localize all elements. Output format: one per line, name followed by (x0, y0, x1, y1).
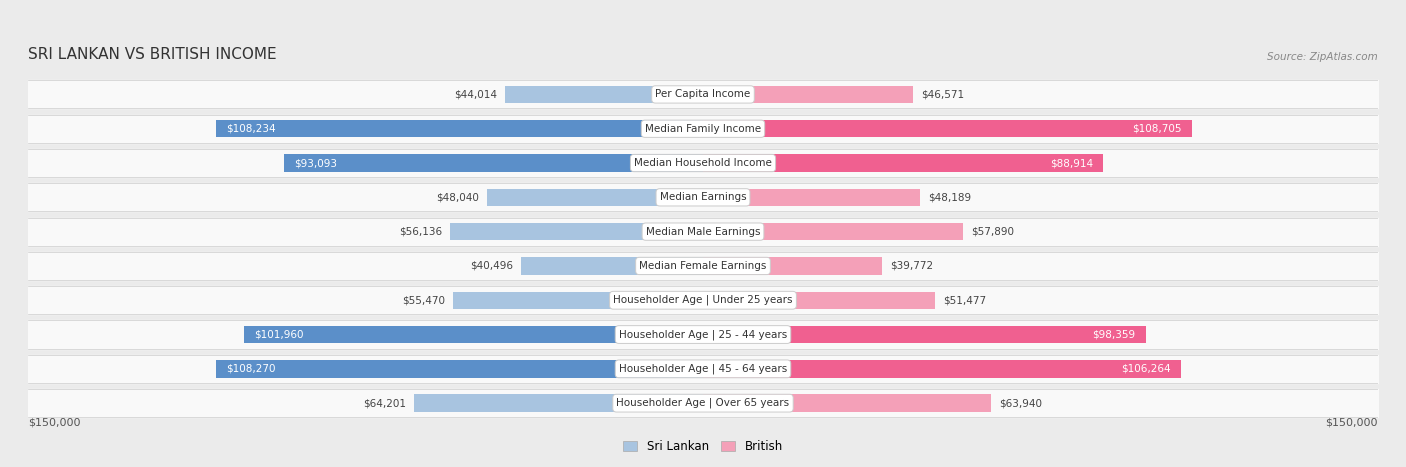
Text: Householder Age | 25 - 44 years: Householder Age | 25 - 44 years (619, 329, 787, 340)
Text: $46,571: $46,571 (921, 90, 963, 99)
Text: $51,477: $51,477 (942, 295, 986, 305)
Text: $44,014: $44,014 (454, 90, 496, 99)
Bar (450, 223, 703, 241)
Bar (486, 189, 703, 206)
Text: $108,234: $108,234 (226, 124, 276, 134)
Text: $64,201: $64,201 (363, 398, 406, 408)
Text: $39,772: $39,772 (890, 261, 934, 271)
Text: $48,040: $48,040 (436, 192, 479, 202)
Text: Median Earnings: Median Earnings (659, 192, 747, 202)
Text: Median Family Income: Median Family Income (645, 124, 761, 134)
Text: $56,136: $56,136 (399, 226, 443, 237)
Bar (217, 120, 703, 137)
Text: $150,000: $150,000 (1326, 417, 1378, 427)
Bar (703, 223, 963, 241)
Text: $57,890: $57,890 (972, 226, 1015, 237)
Text: $106,264: $106,264 (1122, 364, 1171, 374)
Legend: Sri Lankan, British: Sri Lankan, British (620, 436, 786, 456)
Text: SRI LANKAN VS BRITISH INCOME: SRI LANKAN VS BRITISH INCOME (28, 47, 277, 62)
Text: $150,000: $150,000 (28, 417, 80, 427)
Bar (703, 326, 1146, 343)
Text: Householder Age | Over 65 years: Householder Age | Over 65 years (616, 398, 790, 409)
Bar (703, 154, 1104, 172)
Bar (520, 257, 703, 275)
Text: Source: ZipAtlas.com: Source: ZipAtlas.com (1267, 52, 1378, 62)
Bar (245, 326, 703, 343)
Text: Per Capita Income: Per Capita Income (655, 90, 751, 99)
Bar (703, 120, 1192, 137)
Bar (453, 291, 703, 309)
Text: $40,496: $40,496 (470, 261, 513, 271)
Bar (703, 189, 920, 206)
Text: $48,189: $48,189 (928, 192, 972, 202)
Bar (217, 360, 703, 377)
Bar (505, 86, 703, 103)
Bar (703, 395, 991, 412)
Text: $98,359: $98,359 (1092, 330, 1136, 340)
Bar (703, 360, 1181, 377)
Bar (703, 291, 935, 309)
Text: Median Female Earnings: Median Female Earnings (640, 261, 766, 271)
Text: Median Household Income: Median Household Income (634, 158, 772, 168)
Text: $93,093: $93,093 (294, 158, 337, 168)
Text: $108,705: $108,705 (1132, 124, 1182, 134)
Text: $101,960: $101,960 (254, 330, 304, 340)
Text: Median Male Earnings: Median Male Earnings (645, 226, 761, 237)
Text: $108,270: $108,270 (226, 364, 276, 374)
Bar (703, 257, 882, 275)
Text: $88,914: $88,914 (1050, 158, 1092, 168)
Text: Householder Age | Under 25 years: Householder Age | Under 25 years (613, 295, 793, 305)
Bar (415, 395, 703, 412)
Bar (284, 154, 703, 172)
Bar (703, 86, 912, 103)
Text: $63,940: $63,940 (998, 398, 1042, 408)
Text: Householder Age | 45 - 64 years: Householder Age | 45 - 64 years (619, 364, 787, 374)
Text: $55,470: $55,470 (402, 295, 446, 305)
